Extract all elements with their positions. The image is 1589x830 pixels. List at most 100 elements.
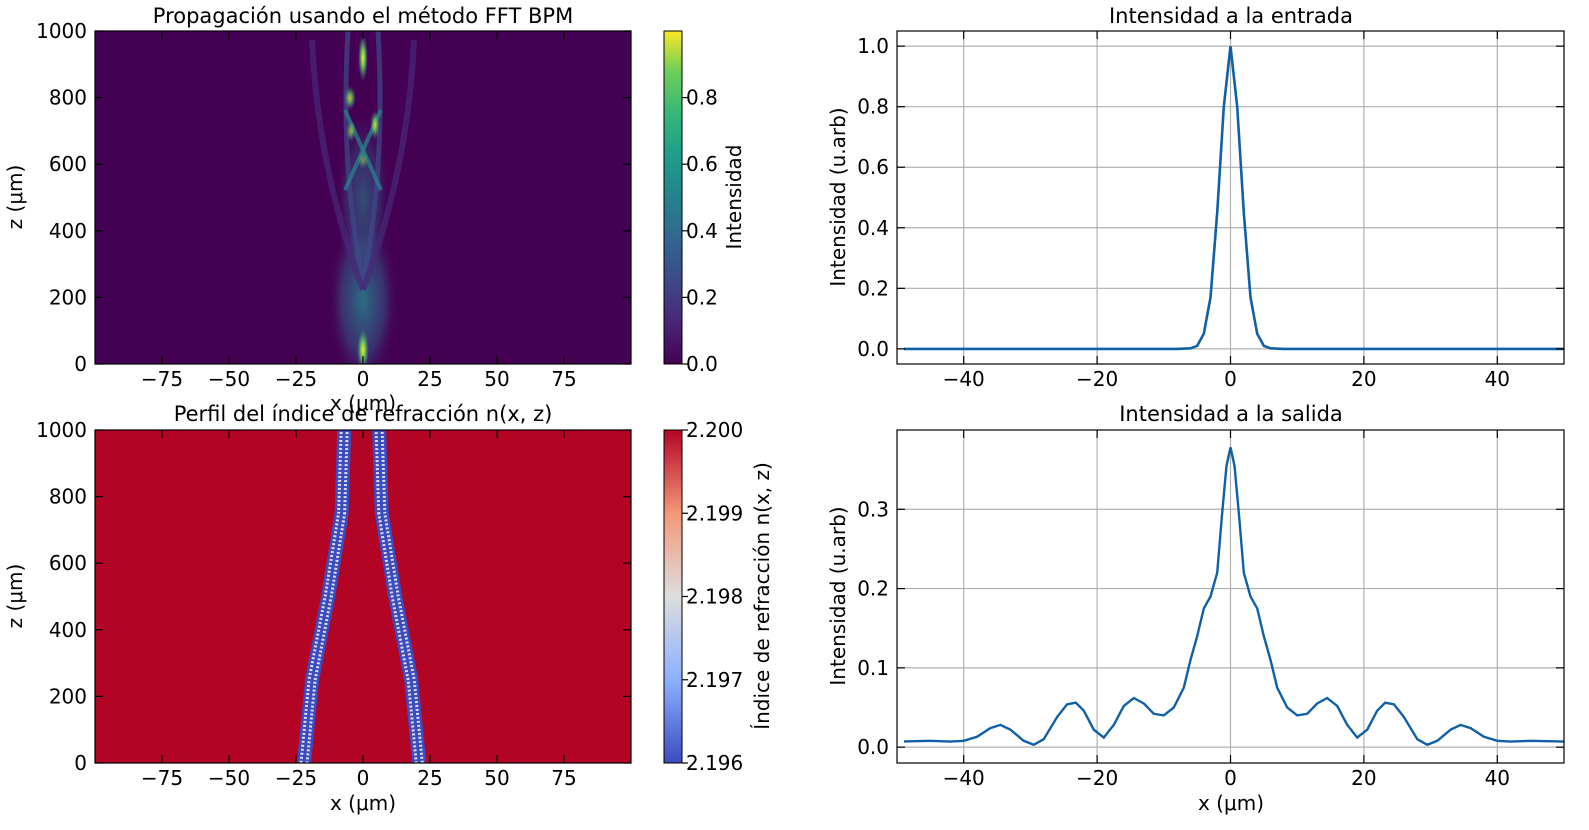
output-intensity-ylabel: Intensidad (u.arb) [826, 506, 850, 685]
y-tick-label: 400 [49, 219, 87, 243]
field-bright-spot-4 [346, 120, 356, 142]
input-intensity-ticks: −40 −20 0 20 40 0.0 0.2 0.4 0.6 0.8 1.0 [857, 31, 1564, 391]
y-tick-label: 800 [49, 485, 87, 509]
field-branch-right-outer [360, 39, 417, 292]
x-tick-label: 40 [1485, 766, 1510, 790]
x-tick-label: 25 [417, 367, 442, 391]
waveguide-right-center [377, 430, 421, 763]
propagation-ticks: −75 −50 −25 0 25 50 75 0 200 400 600 800 1000 [36, 19, 631, 391]
y-tick-label: 600 [49, 551, 87, 575]
y-tick-label: 200 [49, 684, 87, 708]
colorbar-tick-label: 2.199 [686, 501, 743, 525]
refractive-index-xlabel: x (μm) [330, 791, 396, 815]
propagation-ylabel: z (μm) [3, 165, 27, 230]
y-tick-label: 800 [49, 86, 87, 110]
propagation-title: Propagación usando el método FFT BPM [153, 4, 573, 28]
refractive-index-ylabel: z (μm) [3, 564, 27, 629]
x-tick-label: 75 [551, 367, 576, 391]
refractive-index-field [95, 430, 631, 763]
x-tick-label: 25 [417, 766, 442, 790]
colorbar-tick-label: 2.198 [686, 585, 743, 609]
y-tick-label: 1.0 [857, 34, 889, 58]
y-tick-label: 0.3 [857, 497, 889, 521]
field-branch-right [360, 31, 383, 281]
y-tick-label: 0.4 [857, 216, 889, 240]
x-tick-label: −20 [1076, 367, 1118, 391]
y-tick-label: 200 [49, 285, 87, 309]
y-tick-label: 0.0 [857, 735, 889, 759]
x-tick-label: 50 [484, 367, 509, 391]
input-intensity-ylabel: Intensidad (u.arb) [826, 107, 850, 286]
x-tick-label: −75 [141, 766, 183, 790]
x-tick-label: 50 [484, 766, 509, 790]
cladding-background [95, 430, 631, 763]
output-intensity-title: Intensidad a la salida [1119, 402, 1343, 426]
colorbar-tick-label: 0.4 [686, 219, 718, 243]
intensity-colorbar-ticks: 0.0 0.2 0.4 0.6 0.8 [682, 86, 718, 376]
y-tick-label: 400 [49, 618, 87, 642]
output-intensity-ticks: −40 −20 0 20 40 0.0 0.1 0.2 0.3 [857, 430, 1564, 790]
field-branch-left-outer [309, 39, 366, 292]
x-tick-label: −40 [943, 766, 985, 790]
index-colorbar [663, 429, 683, 764]
waveguide-left-center [302, 430, 346, 763]
y-tick-label: 0.2 [857, 577, 889, 601]
x-tick-label: 0 [357, 367, 370, 391]
x-tick-label: −40 [943, 367, 985, 391]
x-tick-label: 0 [1224, 766, 1237, 790]
input-intensity-series-line [904, 45, 1564, 351]
x-tick-label: −25 [275, 367, 317, 391]
propagation-field [95, 31, 631, 364]
y-tick-label: 1000 [36, 418, 87, 442]
x-tick-label: 0 [1224, 367, 1237, 391]
x-tick-label: −75 [141, 367, 183, 391]
field-input-peak [357, 328, 369, 364]
field-core-glow-upper [335, 110, 391, 290]
y-tick-label: 600 [49, 152, 87, 176]
y-tick-label: 0.2 [857, 276, 889, 300]
x-tick-label: 20 [1351, 367, 1376, 391]
x-tick-label: 0 [357, 766, 370, 790]
x-tick-label: −25 [275, 766, 317, 790]
field-branch-left [343, 31, 366, 281]
field-bright-spot-5 [357, 151, 369, 169]
refractive-index-panel: Perfil del índice de refracción n(x, z) … [3, 402, 774, 815]
refractive-index-title: Perfil del índice de refracción n(x, z) [174, 402, 553, 426]
x-tick-label: −50 [208, 367, 250, 391]
y-tick-label: 0 [74, 751, 87, 775]
y-tick-label: 0.6 [857, 155, 889, 179]
colorbar-tick-label: 2.197 [686, 668, 743, 692]
field-bright-spot-3 [370, 110, 380, 140]
output-intensity-series-line [904, 447, 1565, 747]
propagation-heatmap-panel: Propagación usando el método FFT BPM −75… [3, 4, 746, 415]
input-intensity-grid [897, 31, 1564, 364]
input-intensity-title: Intensidad a la entrada [1109, 4, 1353, 28]
propagation-xlabel: x (μm) [330, 391, 396, 415]
intensity-colorbar [663, 30, 683, 365]
output-intensity-xlabel: x (μm) [1198, 791, 1264, 815]
output-intensity-panel: Intensidad a la salida −40 −20 0 20 40 0.0 0.1… [826, 402, 1565, 815]
colorbar-tick-label: 0.8 [686, 86, 718, 110]
output-intensity-grid [897, 430, 1564, 763]
y-tick-label: 0 [74, 352, 87, 376]
y-tick-label: 0.0 [857, 337, 889, 361]
x-tick-label: −50 [208, 766, 250, 790]
x-tick-label: 75 [551, 766, 576, 790]
y-tick-label: 0.1 [857, 656, 889, 680]
field-bright-spot-2 [344, 86, 356, 110]
colorbar-tick-label: 2.200 [686, 418, 743, 442]
y-tick-label: 0.8 [857, 95, 889, 119]
index-colorbar-ticks: 2.196 2.197 2.198 2.199 2.200 [682, 418, 743, 775]
colorbar-tick-label: 0.6 [686, 152, 718, 176]
intensity-colorbar-label: Intensidad [722, 144, 746, 249]
refractive-index-ticks: −75 −50 −25 0 25 50 75 0 200 400 600 800 1000 [36, 418, 631, 790]
waveguides [297, 430, 427, 763]
index-colorbar-label: Índice de refracción n(x, z) [750, 462, 774, 730]
x-tick-label: 20 [1351, 766, 1376, 790]
field-bright-spot-top [358, 34, 368, 82]
x-tick-label: −20 [1076, 766, 1118, 790]
x-tick-label: 40 [1485, 367, 1510, 391]
y-tick-label: 1000 [36, 19, 87, 43]
colorbar-tick-label: 0.2 [686, 285, 718, 309]
